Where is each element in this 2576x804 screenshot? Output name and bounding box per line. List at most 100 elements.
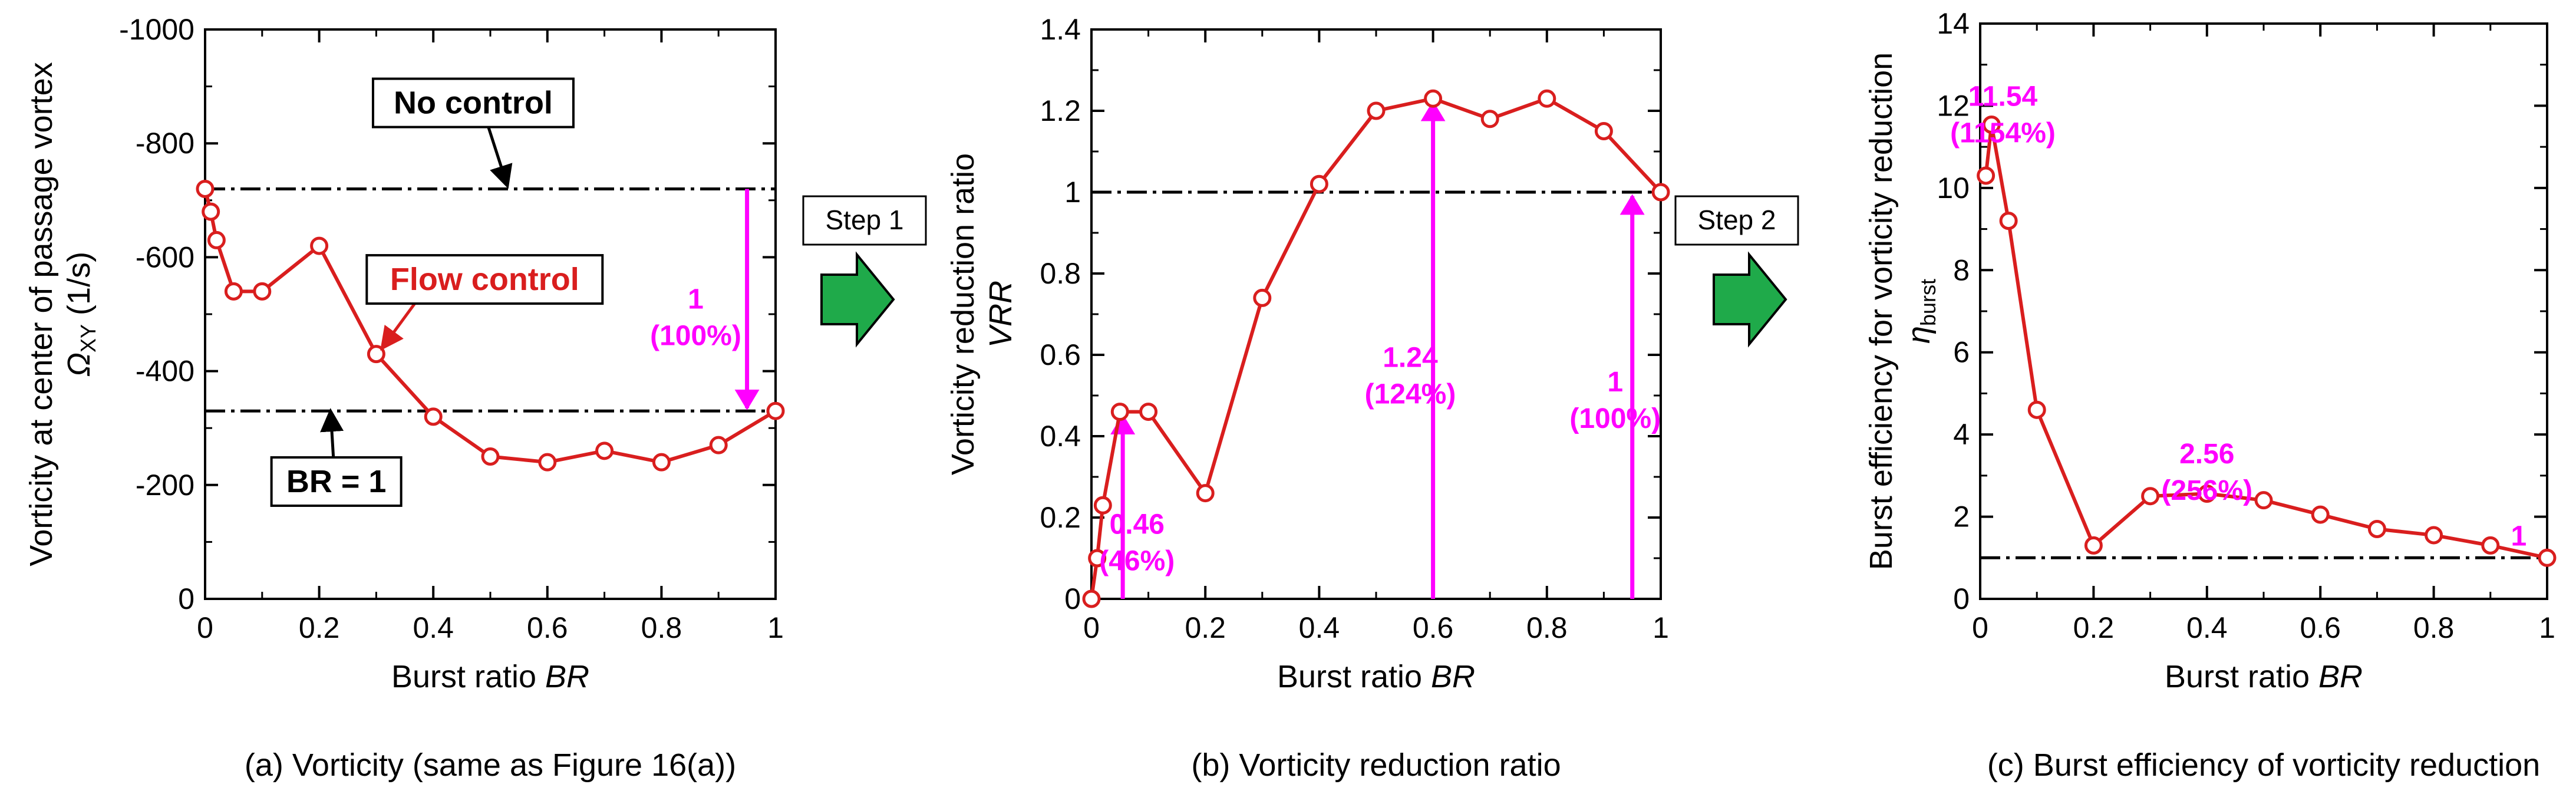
x-axis-label-symbol: BR — [545, 659, 589, 694]
y-tick-label: 1.2 — [1040, 94, 1081, 127]
data-point — [2425, 526, 2443, 545]
panel-caption: (b) Vorticity reduction ratio — [1191, 747, 1561, 783]
data-point — [1538, 89, 1556, 108]
data-point — [2084, 536, 2103, 555]
x-tick-label: 0 — [197, 611, 213, 644]
y-axis-label-line1: Vorticity reduction ratio — [945, 153, 981, 475]
x-tick-label: 0.8 — [2413, 611, 2455, 644]
data-point — [538, 453, 557, 472]
x-tick-label: 1 — [2539, 611, 2555, 644]
data-point — [1253, 288, 1272, 307]
y-axis-label-subscript: burst — [1916, 279, 1940, 326]
step-2-label: Step 2 — [1698, 205, 1776, 235]
y-tick-label: 2 — [1953, 500, 1970, 533]
annotation-text: (100%) — [1569, 403, 1661, 434]
x-axis-label: Burst ratio BR — [2165, 659, 2363, 694]
data-point — [709, 436, 728, 454]
data-point — [367, 345, 385, 364]
annotation-text: 1.24 — [1383, 342, 1438, 374]
y-tick-label: 1 — [1064, 176, 1081, 209]
annotation-text: (256%) — [2161, 475, 2252, 506]
x-tick-label: 0 — [1083, 611, 1100, 644]
x-tick-label: 0.2 — [1185, 611, 1226, 644]
x-tick-label: 0.4 — [2186, 611, 2228, 644]
x-axis-label-text: Burst ratio — [2165, 659, 2318, 694]
x-tick-label: 1 — [1653, 611, 1669, 644]
y-tick-label: 0 — [178, 582, 194, 615]
annotation-text: 0.46 — [1110, 509, 1165, 541]
step-1-label: Step 1 — [826, 205, 904, 235]
data-point — [2367, 519, 2386, 538]
data-point — [2027, 400, 2046, 419]
panel-caption: (a) Vorticity (same as Figure 16(a)) — [245, 747, 736, 783]
y-tick-label: -200 — [136, 469, 194, 502]
y-axis-label-subscript: XY — [76, 324, 100, 352]
data-point — [1310, 174, 1328, 193]
data-point — [2538, 548, 2557, 567]
data-point — [652, 453, 671, 472]
x-tick-label: 0.2 — [2073, 611, 2115, 644]
x-tick-label: 1 — [767, 611, 784, 644]
data-point — [1977, 166, 1996, 185]
data-point — [202, 202, 220, 221]
y-axis-label-line1: Vorticity at center of passage vortex — [24, 62, 59, 566]
callout-label: No control — [394, 85, 553, 121]
data-point — [207, 230, 226, 249]
data-point — [1594, 122, 1613, 140]
y-tick-label: 0.4 — [1040, 420, 1081, 453]
step-1-arrow-icon — [820, 251, 895, 348]
y-tick-label: 10 — [1937, 172, 1970, 205]
x-axis-label-text: Burst ratio — [391, 659, 545, 694]
step-2-group: Step 2 — [1674, 195, 1799, 348]
y-axis-label-line2: ΩXY (1/s) — [61, 252, 100, 377]
data-point — [253, 282, 272, 301]
data-point — [1367, 101, 1386, 120]
y-tick-label: 12 — [1937, 89, 1970, 122]
x-axis-label: Burst ratio BR — [391, 659, 589, 694]
x-axis-label-text: Burst ratio — [1277, 659, 1431, 694]
annotation-text: (124%) — [1365, 379, 1456, 410]
data-point — [766, 401, 785, 420]
annotation-text: (100%) — [650, 320, 741, 351]
y-axis-label-unit: (1/s) — [61, 252, 97, 324]
annotation-text: 1 — [688, 284, 704, 315]
annotation-text: 1 — [2511, 520, 2527, 552]
data-point — [1999, 212, 2018, 230]
data-point — [1093, 496, 1112, 515]
y-axis-label-symbol: VRR — [983, 281, 1018, 348]
data-point — [1088, 549, 1107, 568]
y-axis-label-line2: VRR — [983, 281, 1018, 348]
data-point — [1982, 115, 2001, 134]
y-tick-label: 0.2 — [1040, 501, 1081, 534]
data-point — [1139, 403, 1158, 421]
data-point — [424, 407, 443, 426]
x-axis-label-symbol: BR — [1431, 659, 1475, 694]
annotation-text: 1 — [1607, 367, 1623, 398]
panel-b-vorticity-reduction-ratio: 0 0.2 0.4 0.6 0.8 1 0 0.2 0.4 0.6 0.8 1 1.2 1.4 Burst … — [945, 13, 1670, 783]
callout-box — [365, 254, 604, 305]
data-point — [224, 282, 243, 301]
y-tick-label: 6 — [1953, 336, 1970, 369]
data-point — [310, 236, 329, 255]
y-tick-label: 8 — [1953, 253, 1970, 286]
annotation-text: 11.54 — [1968, 81, 2038, 112]
data-point — [1110, 403, 1129, 421]
y-axis-label-symbol: η — [1901, 326, 1937, 344]
y-tick-label: 0 — [1953, 582, 1970, 615]
x-tick-label: 0.8 — [641, 611, 682, 644]
x-tick-label: 0.6 — [527, 611, 568, 644]
x-tick-label: 0 — [1972, 611, 1988, 644]
x-tick-label: 0.6 — [1413, 611, 1454, 644]
x-tick-label: 0.8 — [1526, 611, 1568, 644]
data-point — [196, 179, 215, 198]
y-tick-label: -1000 — [119, 13, 194, 46]
data-point — [1651, 183, 1670, 202]
x-tick-label: 0.4 — [413, 611, 454, 644]
x-tick-label: 0.6 — [2300, 611, 2341, 644]
callout-box — [270, 456, 403, 507]
y-tick-label: -400 — [136, 355, 194, 388]
y-tick-label: 4 — [1953, 418, 1970, 451]
step-1-box — [802, 195, 927, 246]
x-axis-label-symbol: BR — [2318, 659, 2363, 694]
